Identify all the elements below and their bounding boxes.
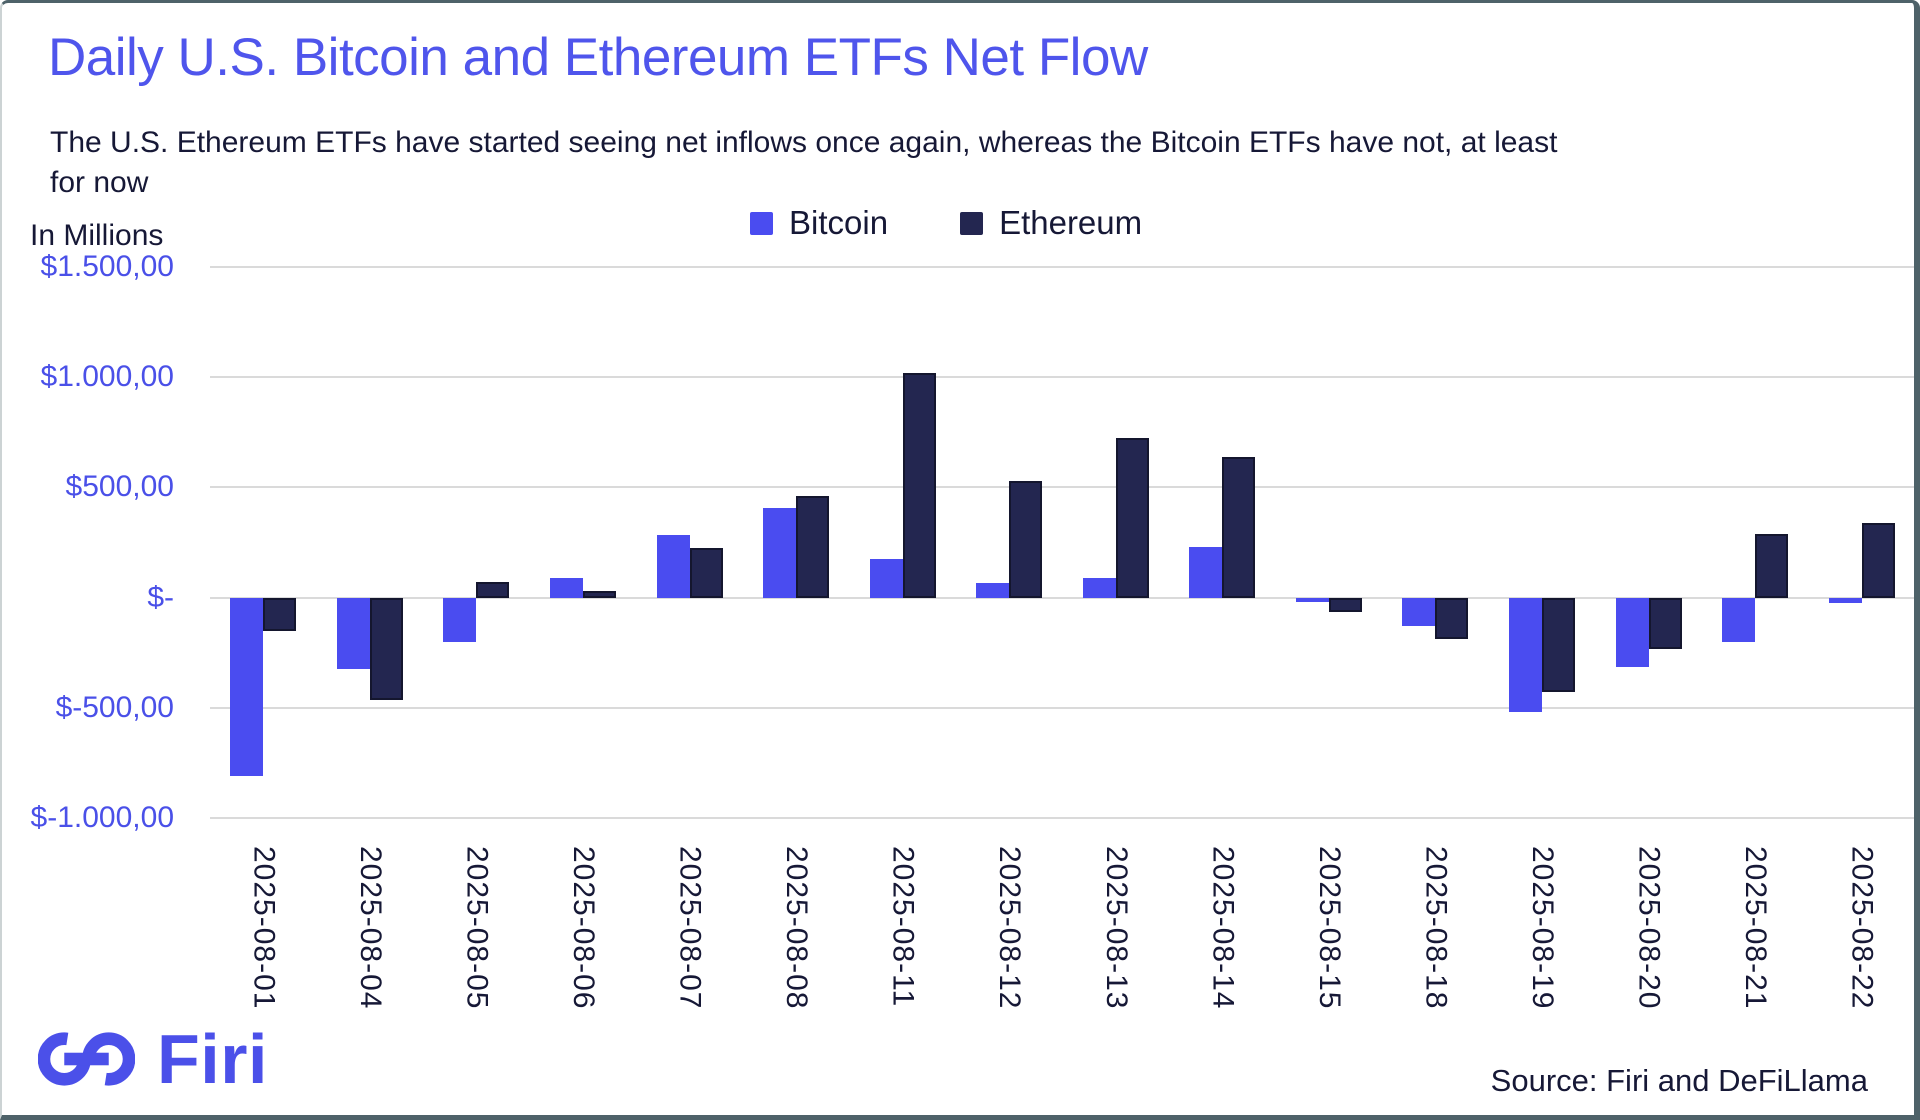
bar-ethereum-2025-08-11 <box>902 372 936 598</box>
bar-ethereum-2025-08-05 <box>476 582 510 598</box>
legend-item-ethereum: Ethereum <box>960 204 1142 242</box>
x-axis-label: 2025-08-18 <box>1419 846 1453 1010</box>
x-axis-label: 2025-08-04 <box>353 846 387 1010</box>
gridline <box>210 706 1914 709</box>
gridline <box>210 266 1914 268</box>
firi-logo-icon <box>38 1032 135 1086</box>
x-axis-label: 2025-08-11 <box>886 846 920 1008</box>
gridline <box>210 817 1914 819</box>
bar-bitcoin-2025-08-22 <box>1828 597 1862 604</box>
bar-ethereum-2025-08-01 <box>263 597 297 631</box>
bar-bitcoin-2025-08-19 <box>1509 597 1543 713</box>
bar-bitcoin-2025-08-05 <box>443 597 477 642</box>
bar-bitcoin-2025-08-01 <box>230 597 264 777</box>
legend-label-bitcoin: Bitcoin <box>789 204 889 241</box>
x-axis-label: 2025-08-08 <box>780 846 814 1010</box>
x-axis-label: 2025-08-06 <box>566 846 600 1010</box>
y-tick-label: $1.500,00 <box>40 250 174 283</box>
firi-logo-text: Firi <box>157 1020 268 1098</box>
bitcoin-swatch-icon <box>750 211 773 235</box>
bar-bitcoin-2025-08-06 <box>549 577 583 598</box>
bar-ethereum-2025-08-14 <box>1222 456 1256 598</box>
y-axis-labels: $1.500,00 $1.000,00 $500,00 $- $-500,00 $-1.0… <box>2 250 174 834</box>
bar-bitcoin-2025-08-04 <box>336 597 370 670</box>
bar-bitcoin-2025-08-13 <box>1082 577 1116 598</box>
bar-bitcoin-2025-08-21 <box>1722 597 1756 642</box>
x-axis-label: 2025-08-14 <box>1206 846 1240 1010</box>
x-axis-label: 2025-08-01 <box>247 846 281 1010</box>
bar-ethereum-2025-08-08 <box>796 496 830 598</box>
x-axis-label: 2025-08-12 <box>993 846 1027 1010</box>
y-tick-label: $1.000,00 <box>40 360 174 394</box>
bar-ethereum-2025-08-18 <box>1435 597 1469 640</box>
bar-ethereum-2025-08-21 <box>1755 533 1789 598</box>
y-tick-label: $- <box>147 580 174 614</box>
bar-ethereum-2025-08-07 <box>689 548 723 598</box>
x-axis-label: 2025-08-21 <box>1739 846 1773 1010</box>
x-axis-label: 2025-08-20 <box>1632 846 1666 1010</box>
chart-subtitle-line1: The U.S. Ethereum ETFs have started seei… <box>50 126 1558 159</box>
bar-bitcoin-2025-08-20 <box>1615 597 1649 668</box>
x-axis-label: 2025-08-22 <box>1845 846 1879 1010</box>
chart-legend: Bitcoin Ethereum <box>750 204 1142 242</box>
x-axis-label: 2025-08-07 <box>673 846 707 1010</box>
bar-ethereum-2025-08-13 <box>1115 437 1149 598</box>
bar-ethereum-2025-08-06 <box>582 590 616 598</box>
x-axis-label: 2025-08-19 <box>1526 846 1560 1010</box>
x-axis-label: 2025-08-15 <box>1312 846 1346 1010</box>
bar-bitcoin-2025-08-14 <box>1189 546 1223 598</box>
bar-ethereum-2025-08-19 <box>1542 597 1576 693</box>
y-axis-unit-label: In Millions <box>30 219 164 252</box>
bar-bitcoin-2025-08-12 <box>976 583 1010 598</box>
x-axis-label: 2025-08-05 <box>460 846 494 1010</box>
bar-ethereum-2025-08-04 <box>369 597 403 701</box>
chart-subtitle: The U.S. Ethereum ETFs have started seei… <box>50 123 1557 203</box>
legend-item-bitcoin: Bitcoin <box>750 204 888 242</box>
x-axis-labels: 2025-08-01 2025-08-04 2025-08-05 2025-08-06… <box>210 846 1914 1041</box>
legend-label-ethereum: Ethereum <box>999 204 1143 241</box>
page-title: Daily U.S. Bitcoin and Ethereum ETFs Net… <box>48 28 1148 87</box>
bar-bitcoin-2025-08-11 <box>869 559 903 598</box>
x-axis-label: 2025-08-13 <box>1099 846 1133 1010</box>
bar-bitcoin-2025-08-18 <box>1402 597 1436 627</box>
bar-bitcoin-2025-08-15 <box>1295 597 1329 602</box>
bar-ethereum-2025-08-22 <box>1861 522 1895 598</box>
bar-ethereum-2025-08-20 <box>1648 597 1682 650</box>
source-attribution: Source: Firi and DeFiLlama <box>1490 1063 1868 1098</box>
chart-subtitle-line2: for now <box>50 166 149 199</box>
bar-bitcoin-2025-08-07 <box>656 534 690 598</box>
y-tick-label: $-500,00 <box>55 690 174 724</box>
bar-bitcoin-2025-08-08 <box>763 508 797 598</box>
firi-logo: Firi <box>38 1019 268 1099</box>
gridline <box>210 596 1914 599</box>
gridline <box>210 486 1914 489</box>
gridline <box>210 376 1914 379</box>
y-tick-label: $500,00 <box>65 470 174 504</box>
plot-area <box>210 266 1914 819</box>
bar-ethereum-2025-08-15 <box>1328 597 1362 612</box>
ethereum-swatch-icon <box>960 211 984 235</box>
bar-ethereum-2025-08-12 <box>1009 480 1043 598</box>
y-tick-label: $-1.000,00 <box>30 801 174 834</box>
